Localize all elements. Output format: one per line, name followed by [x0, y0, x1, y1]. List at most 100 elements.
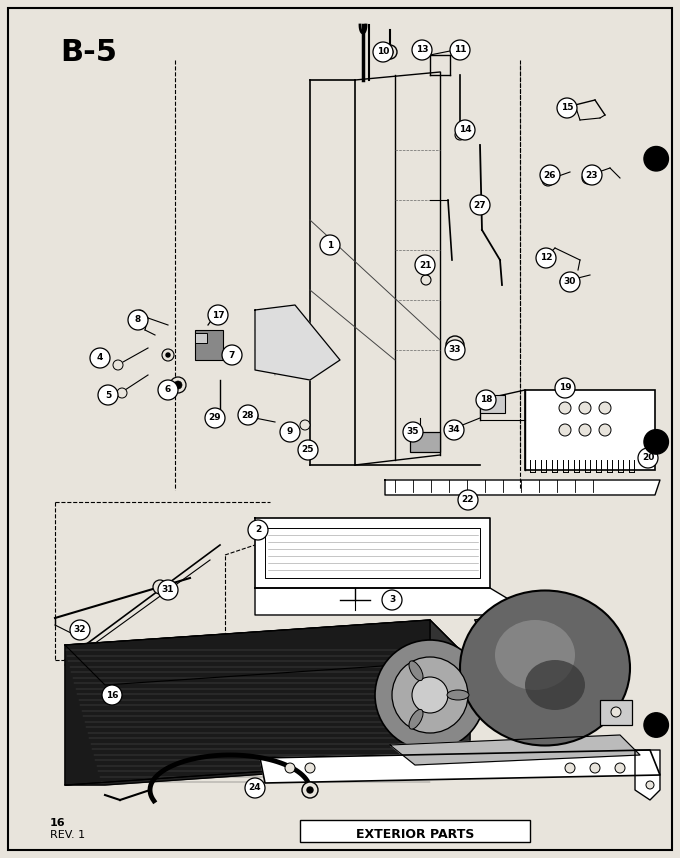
Text: 22: 22 — [462, 496, 474, 505]
Polygon shape — [260, 750, 660, 783]
Text: 35: 35 — [407, 427, 420, 437]
Circle shape — [302, 782, 318, 798]
Circle shape — [238, 405, 258, 425]
Circle shape — [387, 49, 393, 55]
Circle shape — [128, 310, 148, 330]
Circle shape — [166, 353, 170, 357]
Text: 23: 23 — [585, 171, 598, 179]
Circle shape — [644, 713, 668, 737]
Circle shape — [579, 402, 591, 414]
Circle shape — [174, 381, 182, 389]
Circle shape — [561, 104, 569, 112]
Text: 3: 3 — [389, 595, 395, 605]
Text: 21: 21 — [419, 261, 431, 269]
Circle shape — [373, 42, 393, 62]
Circle shape — [421, 275, 431, 285]
Text: 5: 5 — [105, 390, 111, 400]
Ellipse shape — [409, 661, 423, 680]
Circle shape — [300, 420, 310, 430]
Polygon shape — [255, 518, 490, 588]
Circle shape — [113, 360, 123, 370]
Circle shape — [280, 422, 300, 442]
Text: 11: 11 — [454, 45, 466, 55]
Ellipse shape — [460, 590, 630, 746]
Circle shape — [298, 440, 318, 460]
Text: 10: 10 — [377, 47, 389, 57]
Circle shape — [412, 40, 432, 60]
Circle shape — [615, 763, 625, 773]
FancyBboxPatch shape — [600, 700, 632, 725]
Text: 32: 32 — [73, 625, 86, 635]
Circle shape — [307, 787, 313, 793]
Circle shape — [117, 388, 127, 398]
Circle shape — [582, 172, 594, 184]
Circle shape — [446, 336, 464, 354]
Ellipse shape — [495, 620, 575, 690]
Circle shape — [412, 677, 448, 713]
Circle shape — [102, 685, 122, 705]
Circle shape — [285, 763, 295, 773]
Circle shape — [70, 620, 90, 640]
Text: 4: 4 — [97, 353, 103, 362]
Circle shape — [638, 448, 658, 468]
Circle shape — [599, 402, 611, 414]
Circle shape — [538, 252, 550, 264]
Circle shape — [565, 763, 575, 773]
Text: 14: 14 — [459, 125, 471, 135]
Text: B-5: B-5 — [60, 38, 117, 67]
Circle shape — [590, 763, 600, 773]
Circle shape — [246, 410, 258, 422]
Circle shape — [158, 580, 178, 600]
Text: 6: 6 — [165, 385, 171, 395]
Text: 16: 16 — [50, 818, 66, 828]
Polygon shape — [635, 750, 660, 800]
Circle shape — [599, 424, 611, 436]
Circle shape — [382, 590, 402, 610]
Circle shape — [162, 349, 174, 361]
Circle shape — [153, 580, 167, 594]
Circle shape — [444, 420, 464, 440]
Circle shape — [415, 255, 435, 275]
Text: 17: 17 — [211, 311, 224, 319]
Circle shape — [216, 414, 224, 422]
Circle shape — [284, 424, 296, 436]
Circle shape — [579, 424, 591, 436]
Text: 15: 15 — [561, 104, 573, 112]
Polygon shape — [65, 760, 470, 785]
Circle shape — [476, 390, 496, 410]
Text: 16: 16 — [106, 691, 118, 699]
FancyBboxPatch shape — [480, 395, 505, 413]
Circle shape — [560, 272, 580, 292]
Circle shape — [555, 378, 575, 398]
Text: 26: 26 — [544, 171, 556, 179]
Polygon shape — [65, 620, 470, 685]
Ellipse shape — [409, 710, 423, 729]
Ellipse shape — [447, 690, 469, 700]
Circle shape — [245, 778, 265, 798]
Polygon shape — [255, 588, 510, 615]
Text: 13: 13 — [415, 45, 428, 55]
FancyBboxPatch shape — [8, 8, 672, 850]
FancyBboxPatch shape — [195, 333, 207, 343]
Circle shape — [451, 341, 459, 349]
Circle shape — [205, 408, 225, 428]
Circle shape — [458, 490, 478, 510]
Circle shape — [222, 345, 242, 365]
Circle shape — [208, 305, 228, 325]
Text: 33: 33 — [449, 346, 461, 354]
Circle shape — [540, 165, 560, 185]
Text: 8: 8 — [135, 316, 141, 324]
Circle shape — [158, 380, 178, 400]
Circle shape — [644, 147, 668, 171]
Circle shape — [644, 430, 668, 454]
Circle shape — [375, 640, 485, 750]
Circle shape — [248, 520, 268, 540]
Circle shape — [453, 45, 463, 55]
Polygon shape — [390, 735, 640, 765]
FancyBboxPatch shape — [410, 432, 440, 452]
Circle shape — [450, 40, 470, 60]
Text: 31: 31 — [162, 585, 174, 595]
Text: REV. 1: REV. 1 — [50, 830, 85, 840]
Polygon shape — [65, 620, 430, 785]
Text: 9: 9 — [287, 427, 293, 437]
